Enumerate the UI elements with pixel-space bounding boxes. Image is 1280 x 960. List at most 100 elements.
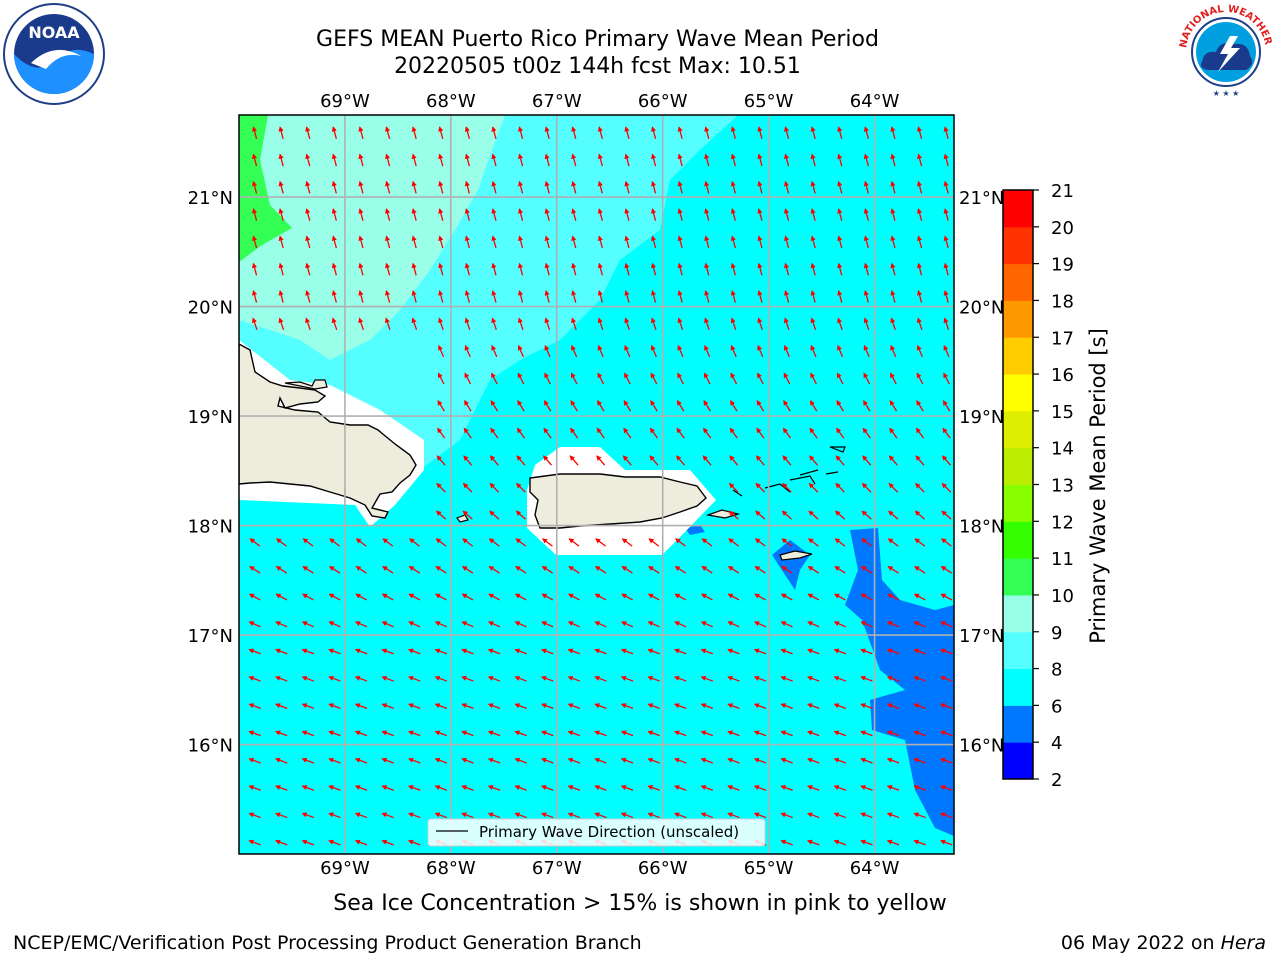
wave-arrow <box>597 372 605 385</box>
lon-tick-label: 64°W <box>850 858 900 879</box>
wave-arrow <box>385 262 391 276</box>
colorbar-segment <box>1003 374 1033 412</box>
wave-arrow <box>331 235 337 249</box>
colorbar-tick-label: 10 <box>1051 586 1074 607</box>
wave-arrow <box>518 208 524 221</box>
wave-arrow <box>438 235 444 249</box>
wave-arrow <box>755 482 766 493</box>
wave-arrow <box>890 372 897 385</box>
wave-arrow <box>833 703 847 709</box>
wave-arrow <box>939 675 953 682</box>
wave-arrow <box>833 812 847 819</box>
lon-tick-label: 69°W <box>320 858 370 879</box>
wave-arrow <box>385 180 391 194</box>
wave-arrow <box>704 289 710 303</box>
wave-arrow <box>757 180 763 194</box>
wave-arrow <box>941 482 952 493</box>
wave-arrow <box>860 730 873 737</box>
wave-arrow <box>358 262 364 276</box>
colorbar-tick-label: 17 <box>1051 328 1074 349</box>
land-mona <box>456 514 469 523</box>
nws-logo: NATIONAL WEATHER SERVICE ★ ★ ★ <box>1174 0 1274 100</box>
wave-arrow <box>886 839 900 846</box>
colorbar-tick-label: 16 <box>1051 365 1074 386</box>
wave-arrow <box>890 262 896 276</box>
wave-arrow <box>704 180 710 194</box>
wave-arrow <box>730 208 736 221</box>
wave-arrow <box>704 317 710 330</box>
wave-arrow <box>490 400 499 412</box>
lon-tick-label: 67°W <box>532 91 582 112</box>
wave-arrow <box>913 785 926 791</box>
wave-arrow <box>753 675 767 682</box>
wave-arrow <box>305 317 311 330</box>
wave-arrow <box>647 812 660 819</box>
wave-arrow <box>757 208 763 221</box>
wave-arrow <box>331 180 337 194</box>
wave-arrow <box>890 235 896 249</box>
contour-band-9-10 <box>239 115 505 360</box>
wave-arrow <box>863 153 869 167</box>
wave-arrow <box>385 208 391 221</box>
wave-arrow <box>301 757 315 764</box>
axis-ticks: 69°W 69°W 68°W 68°W 67°W 67°W 66°W 66°W 65°W 65°W… <box>188 91 1005 879</box>
wave-arrow <box>331 208 337 221</box>
wave-arrow <box>649 455 659 466</box>
wave-arrow <box>274 785 288 791</box>
colorbar-segment <box>1003 226 1033 265</box>
wave-arrow <box>913 812 926 819</box>
wave-arrow <box>597 208 603 221</box>
wave-arrow <box>438 208 444 221</box>
wave-arrow <box>540 785 554 791</box>
wave-arrow <box>753 785 767 791</box>
wave-arrow <box>328 730 341 737</box>
colorbar-tick-label: 11 <box>1051 549 1074 570</box>
wave-arrow <box>570 427 579 439</box>
wave-arrow <box>305 262 311 276</box>
wave-arrow <box>837 235 843 249</box>
wave-arrow <box>624 344 631 358</box>
wave-arrow <box>702 455 712 466</box>
wave-arrow <box>809 400 818 412</box>
wave-arrow <box>727 566 740 574</box>
wave-arrow <box>782 427 792 439</box>
sea-ice-note: Sea Ice Concentration > 15% is shown in … <box>333 891 947 916</box>
wave-arrow <box>358 317 364 330</box>
wave-arrow <box>301 675 315 682</box>
wave-arrow <box>437 400 445 412</box>
wave-arrow <box>515 510 526 520</box>
wave-arrow <box>650 344 657 358</box>
wave-arrow <box>833 730 847 737</box>
wave-arrow <box>305 235 311 249</box>
wave-arrow <box>434 757 448 764</box>
lat-tick-label: 16°N <box>188 736 233 757</box>
wave-arrow <box>328 675 341 682</box>
wave-arrow <box>407 785 421 791</box>
lat-tick-label: 18°N <box>188 517 233 538</box>
wave-arrow <box>411 289 417 303</box>
wave-arrow <box>517 372 525 385</box>
wave-arrow <box>860 621 873 628</box>
wave-arrow <box>701 538 713 547</box>
wave-arrow <box>358 289 364 303</box>
wave-arrow <box>784 126 790 139</box>
wave-arrow <box>704 208 710 221</box>
wave-arrow <box>939 703 953 709</box>
wave-arrow <box>464 344 471 358</box>
wave-arrow <box>461 675 474 682</box>
wave-arrow <box>381 812 394 819</box>
wave-arrow <box>571 262 577 276</box>
wave-arrow <box>674 621 687 628</box>
wave-arrow <box>540 648 554 655</box>
wave-arrow <box>301 839 315 846</box>
wave-arrow <box>624 235 630 249</box>
wave-arrow <box>438 289 444 303</box>
wave-arrow <box>833 675 847 682</box>
wave-arrow <box>624 126 630 139</box>
colorbar-label: Primary Wave Mean Period [s] <box>1086 328 1110 644</box>
wave-arrow <box>544 153 550 167</box>
contour-band-4-6 <box>845 528 954 836</box>
wave-arrow <box>461 566 474 574</box>
wave-arrow <box>700 812 714 819</box>
wave-arrow <box>833 621 846 628</box>
